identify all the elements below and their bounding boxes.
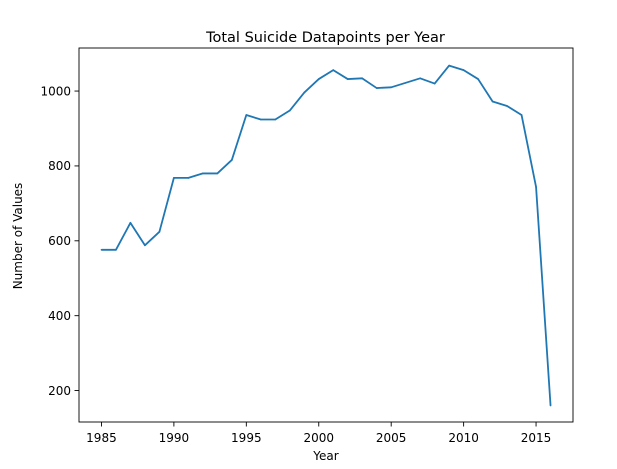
- data-point: [274, 118, 277, 121]
- data-point: [173, 177, 175, 179]
- y-tick-label: 800: [48, 159, 71, 173]
- data-point: [317, 78, 320, 80]
- data-point: [216, 172, 219, 175]
- data-point: [506, 105, 508, 107]
- data-point: [129, 222, 132, 224]
- data-point: [433, 82, 436, 85]
- data-point: [288, 109, 291, 112]
- data-point: [520, 114, 523, 116]
- data-point: [231, 159, 233, 161]
- chart-title: Total Suicide Datapoints per Year: [205, 30, 445, 46]
- data-point: [187, 177, 190, 179]
- x-tick-label: 2015: [521, 431, 552, 445]
- data-point: [404, 82, 407, 84]
- x-tick-label: 1995: [231, 431, 262, 445]
- data-point: [375, 87, 378, 89]
- y-tick-label: 1000: [40, 84, 71, 98]
- y-tick-label: 600: [48, 234, 71, 248]
- data-point: [390, 86, 392, 89]
- y-axis-ticks: 200 400 600 800 1000: [40, 84, 79, 398]
- y-tick-label: 200: [48, 384, 71, 398]
- x-tick-label: 1985: [86, 431, 117, 445]
- data-point: [303, 91, 306, 94]
- data-point: [202, 172, 204, 175]
- x-tick-label: 1990: [159, 431, 190, 445]
- data-point: [115, 248, 117, 251]
- data-point: [346, 78, 349, 80]
- data-point: [361, 77, 364, 80]
- series-line: [101, 64, 552, 406]
- data-point: [158, 231, 161, 233]
- x-axis-ticks: 1985 1990 1995 2000 2005 2010 2015: [86, 422, 551, 445]
- data-point: [419, 77, 421, 80]
- x-tick-label: 2000: [303, 431, 334, 445]
- data-point: [245, 114, 248, 116]
- y-axis-label: Number of Values: [11, 183, 25, 290]
- data-point: [477, 78, 479, 80]
- data-point: [260, 118, 262, 121]
- data-point: [100, 248, 103, 251]
- x-tick-label: 2010: [448, 431, 479, 445]
- data-point: [448, 64, 450, 67]
- x-axis-label: Year: [312, 449, 338, 463]
- data-point: [549, 404, 552, 407]
- data-point: [144, 244, 146, 247]
- data-point: [332, 69, 335, 71]
- data-point: [462, 69, 465, 71]
- plot-frame: [78, 47, 574, 423]
- y-tick-label: 400: [48, 309, 71, 323]
- data-point: [535, 186, 537, 188]
- series-group: [100, 64, 552, 407]
- data-point: [491, 100, 494, 103]
- x-tick-label: 2005: [376, 431, 407, 445]
